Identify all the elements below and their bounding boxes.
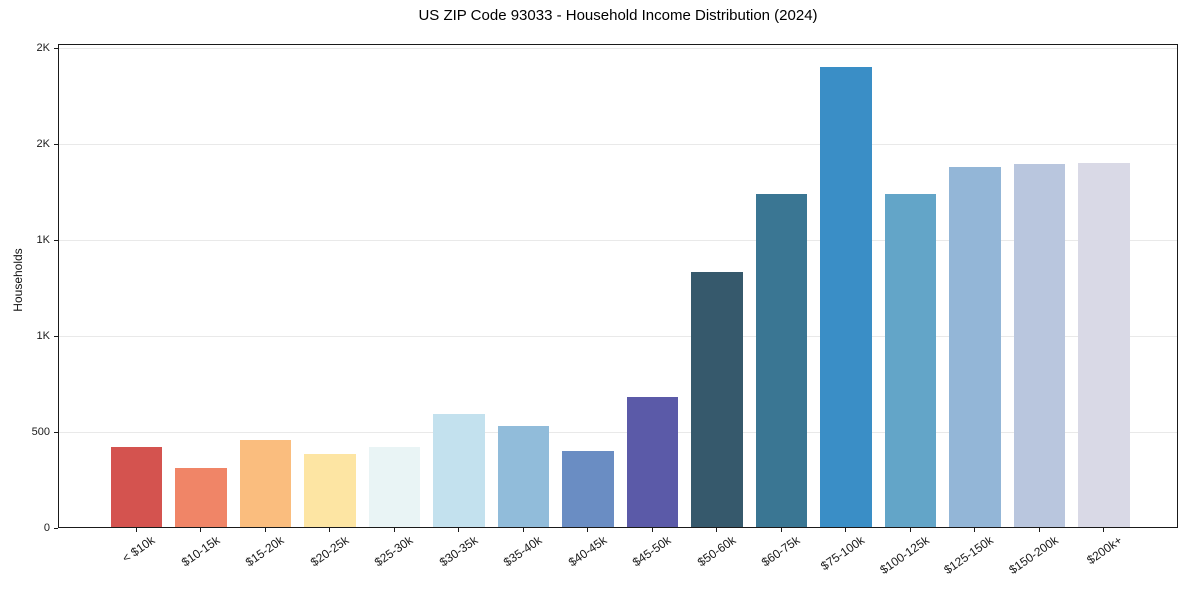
x-tick-mark	[716, 528, 717, 532]
chart-title: US ZIP Code 93033 - Household Income Dis…	[418, 7, 818, 24]
gridline-1K	[59, 240, 1177, 242]
y-tick-label: 1K	[36, 329, 50, 342]
x-tick-label: $45-50k	[629, 533, 674, 570]
x-tick-mark	[587, 528, 588, 532]
x-tick-mark	[264, 528, 266, 532]
y-tick-mark	[54, 239, 58, 241]
y-tick-label: 500	[31, 425, 50, 438]
gridline-500	[59, 432, 1177, 434]
y-tick-label: 2K	[36, 137, 50, 150]
gridline-1K	[59, 336, 1177, 338]
x-tick-label: $75-100k	[818, 533, 868, 574]
x-tick-label: $25-30k	[371, 533, 416, 570]
x-tick-mark	[135, 528, 137, 532]
plot-area	[58, 44, 1178, 528]
x-tick-label: $30-35k	[436, 533, 481, 570]
bar-2	[175, 468, 227, 527]
x-tick-label: $10-15k	[178, 533, 223, 570]
x-tick-label: $50-60k	[694, 533, 739, 570]
x-tick-mark	[845, 528, 846, 532]
x-tick-mark	[1038, 528, 1040, 532]
y-tick-mark	[54, 47, 58, 49]
x-tick-mark	[651, 528, 653, 532]
x-tick-label: $40-45k	[565, 533, 610, 570]
x-tick-mark	[329, 528, 330, 532]
x-tick-label: $15-20k	[242, 533, 287, 570]
x-tick-label: $60-75k	[758, 533, 803, 570]
bar-8	[562, 451, 614, 527]
x-tick-mark	[458, 528, 459, 532]
x-tick-mark	[974, 528, 975, 532]
y-tick-label: 1K	[36, 233, 50, 246]
x-tick-label: $125-150k	[941, 533, 997, 578]
x-tick-label: $100-125k	[877, 533, 932, 578]
bar-7	[497, 426, 550, 527]
y-tick-mark	[54, 528, 58, 529]
y-axis-label: Households	[11, 248, 25, 312]
y-tick-mark	[54, 431, 58, 433]
x-tick-label: $200k+	[1084, 533, 1126, 568]
y-tick-label: 2K	[36, 41, 50, 54]
bar-14	[949, 167, 1001, 527]
bar-9	[626, 397, 679, 527]
bar-13	[884, 194, 937, 527]
x-tick-mark	[780, 528, 782, 532]
x-tick-label: $20-25k	[307, 533, 352, 570]
y-tick-mark	[54, 143, 58, 145]
y-tick-label: 0	[43, 522, 50, 534]
bar-4	[304, 454, 356, 527]
bar-12	[820, 67, 872, 527]
x-tick-label: < $10k	[119, 533, 158, 566]
x-tick-mark	[1103, 528, 1104, 532]
gridline-2K	[59, 48, 1177, 50]
bar-1	[110, 447, 163, 527]
bar-16	[1078, 163, 1130, 527]
x-tick-label: $35-40k	[500, 533, 545, 570]
bar-6	[433, 414, 485, 527]
x-tick-label: $150-200k	[1006, 533, 1061, 578]
x-tick-mark	[522, 528, 524, 532]
bar-11	[755, 194, 808, 527]
bar-3	[239, 440, 292, 527]
x-tick-mark	[200, 528, 201, 532]
y-tick-mark	[54, 335, 58, 337]
gridline-2K	[59, 144, 1177, 146]
bar-10	[691, 272, 743, 527]
bar-5	[368, 447, 421, 527]
x-tick-mark	[393, 528, 395, 532]
bar-15	[1013, 164, 1066, 527]
x-tick-mark	[909, 528, 911, 532]
